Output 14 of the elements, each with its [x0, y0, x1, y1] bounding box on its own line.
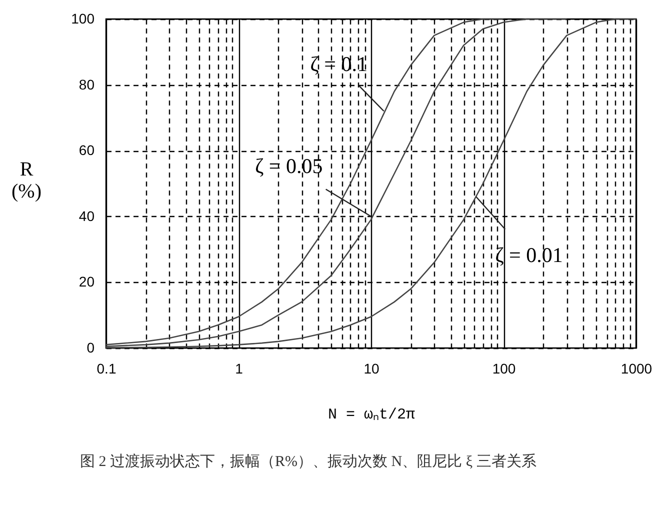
caption: 图 2 过渡振动状态下，振幅（R%）、振动次数 N、阻尼比 ξ 三者关系 — [80, 452, 536, 471]
y-tick-label: 80 — [78, 76, 95, 92]
x-tick-label: 1000 — [620, 360, 652, 376]
y-tick-label: 0 — [86, 340, 95, 356]
y-tick-label: 20 — [78, 274, 95, 290]
x-tick-label: 10 — [364, 360, 380, 376]
y-tick-label: 100 — [71, 10, 95, 26]
y-tick-label: 40 — [78, 208, 95, 224]
x-tick-label: 100 — [492, 360, 516, 376]
x-tick-label: 0.1 — [96, 360, 116, 376]
x-axis-title: N = ωₙt/2π — [328, 406, 416, 424]
x-tick-label: 1 — [235, 360, 244, 376]
y-axis-title: R (%) — [12, 158, 42, 202]
y-tick-label: 60 — [78, 142, 95, 158]
